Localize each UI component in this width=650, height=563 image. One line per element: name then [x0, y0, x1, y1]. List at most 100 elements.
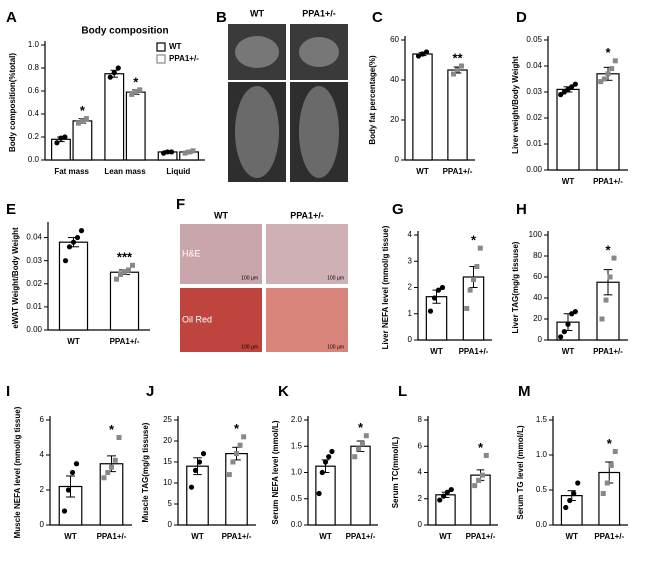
y-tick-label: 1.0	[291, 468, 303, 477]
data-point	[569, 84, 575, 90]
y-tick-label: 0.0	[28, 155, 40, 164]
ct-body	[299, 86, 339, 178]
x-tick-label: WT	[566, 532, 579, 541]
data-point	[607, 274, 613, 280]
data-point	[200, 451, 207, 457]
y-tick-label: 40	[390, 75, 399, 84]
y-tick-label: 3	[408, 256, 413, 265]
y-tick-label: 2	[40, 485, 45, 494]
data-point	[431, 295, 438, 301]
x-tick-label: WT	[416, 167, 429, 176]
data-point	[474, 264, 480, 269]
data-point	[73, 461, 80, 467]
data-point	[62, 134, 68, 140]
data-point	[182, 150, 188, 156]
data-point	[415, 53, 422, 59]
y-tick-label: 1	[408, 309, 413, 318]
data-point	[112, 457, 118, 463]
data-point	[226, 472, 232, 478]
data-point	[599, 316, 605, 322]
data-point	[126, 267, 131, 273]
data-point	[107, 74, 113, 80]
panel-letter: K	[278, 383, 289, 400]
ct-images	[228, 24, 348, 182]
panel-letter: L	[398, 383, 407, 400]
bar	[447, 69, 468, 161]
data-point	[565, 321, 571, 327]
data-point	[571, 490, 577, 497]
y-axis-label: Serum TG level (mmol/L)	[516, 425, 525, 520]
x-tick-label: PPA1+/-	[594, 532, 624, 541]
y-tick-label: 20	[533, 314, 542, 323]
data-point	[316, 490, 322, 497]
y-tick-label: 0	[538, 335, 543, 344]
data-point	[609, 66, 615, 72]
y-tick-label: 0.8	[28, 63, 40, 72]
x-tick-label: WT	[319, 532, 332, 541]
x-tick-label: Lean mass	[104, 167, 146, 176]
bar	[225, 453, 248, 526]
y-tick-label: 0.02	[526, 113, 542, 122]
y-tick-label: 1.0	[536, 450, 548, 459]
y-tick-label: 6	[40, 415, 45, 424]
significance: *	[234, 421, 240, 436]
data-point	[69, 469, 76, 476]
y-tick-label: 40	[533, 293, 542, 302]
y-tick-label: 100	[529, 230, 543, 239]
bar	[556, 88, 580, 171]
scale-bar: 100 µm	[327, 344, 344, 350]
y-axis-label: eWAT Weight/Body Weight	[11, 227, 20, 329]
x-tick-label: PPA1+/-	[97, 532, 127, 541]
data-point	[603, 297, 609, 303]
data-point	[105, 470, 111, 475]
data-point	[363, 433, 369, 439]
y-tick-label: 4	[40, 450, 45, 459]
x-tick-label: WT	[67, 337, 80, 346]
data-point	[111, 70, 117, 76]
data-point	[188, 484, 195, 490]
bar	[58, 241, 89, 331]
significance: **	[452, 50, 463, 65]
significance: *	[358, 420, 364, 435]
data-point	[234, 451, 239, 457]
significance: ***	[117, 250, 133, 265]
data-point	[58, 135, 64, 141]
y-tick-label: 0.01	[26, 302, 42, 311]
data-point	[611, 255, 617, 261]
y-tick-label: 1.5	[536, 415, 548, 424]
y-axis-label: Liver weight/Body Weight	[511, 56, 520, 154]
y-axis-label: Liver NEFA level (mmol/g tissue)	[381, 225, 390, 349]
data-point	[359, 441, 365, 447]
data-point	[129, 91, 135, 97]
data-point	[352, 454, 358, 460]
y-tick-label: 5	[168, 499, 173, 508]
data-point	[561, 329, 567, 335]
x-tick-label: WT	[430, 347, 443, 356]
significance: *	[605, 243, 611, 258]
panel-letter: B	[216, 9, 227, 26]
data-point	[467, 287, 473, 293]
y-tick-label: 60	[390, 35, 399, 44]
data-point	[561, 89, 567, 95]
he-image	[266, 224, 348, 284]
y-tick-label: 0.6	[28, 86, 40, 95]
x-tick-label: PPA1+/-	[459, 347, 489, 356]
x-tick-label: Fat mass	[54, 167, 89, 176]
y-tick-label: 0.02	[26, 279, 42, 288]
significance: *	[109, 422, 115, 437]
y-tick-label: 0.5	[536, 485, 548, 494]
data-point	[54, 140, 60, 146]
data-point	[241, 434, 247, 440]
y-tick-label: 0.4	[28, 109, 40, 118]
data-point	[477, 245, 483, 251]
x-tick-label: WT	[191, 532, 204, 541]
bar	[72, 120, 93, 161]
y-tick-label: 0	[408, 335, 413, 344]
column-label: WT	[250, 8, 264, 18]
data-point	[608, 463, 614, 468]
significance: *	[607, 436, 613, 451]
y-tick-label: 80	[533, 251, 542, 260]
significance: *	[80, 103, 86, 118]
y-tick-label: 4	[418, 468, 423, 477]
ct-body	[235, 36, 279, 68]
